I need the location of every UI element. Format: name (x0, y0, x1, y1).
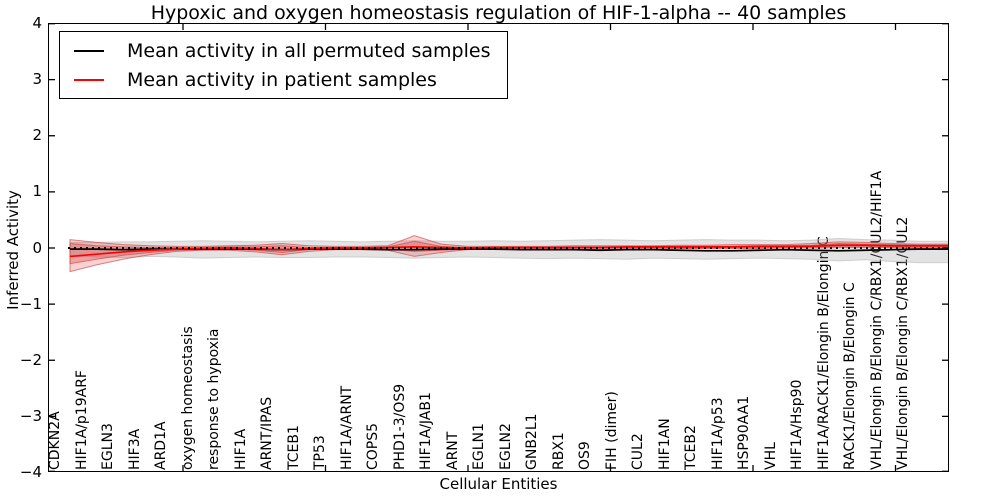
chart-title: Hypoxic and oxygen homeostasis regulatio… (150, 2, 847, 24)
y-tick-label: 0 (32, 238, 42, 257)
x-axis-label: Cellular Entities (439, 475, 558, 493)
y-tick-label: −1 (19, 294, 42, 313)
y-tick-label: −4 (19, 463, 42, 481)
legend-label-patient: Mean activity in patient samples (127, 68, 437, 91)
legend-label-permuted: Mean activity in all permuted samples (127, 39, 491, 62)
legend: Mean activity in all permuted samples Me… (59, 31, 508, 99)
legend-line-patient (74, 78, 104, 81)
y-tick-label: 1 (32, 182, 42, 201)
y-tick-label: 4 (32, 14, 42, 32)
y-tick-label: 3 (32, 70, 42, 89)
y-tick-label: −2 (19, 350, 42, 369)
legend-item-permuted: Mean activity in all permuted samples (60, 36, 507, 65)
y-tick-label: −3 (19, 406, 42, 425)
y-tick-label: 2 (32, 126, 42, 145)
legend-line-permuted (74, 49, 104, 52)
plot-area (48, 23, 949, 472)
legend-item-patient: Mean activity in patient samples (60, 65, 507, 94)
